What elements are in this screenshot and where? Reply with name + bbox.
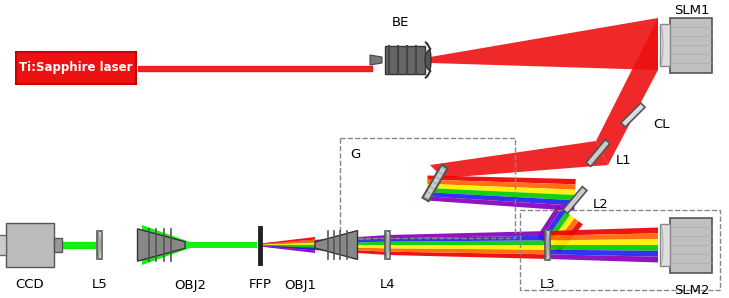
Text: L2: L2	[593, 198, 609, 212]
Text: FFP: FFP	[249, 279, 271, 291]
Polygon shape	[563, 187, 587, 213]
Polygon shape	[548, 215, 574, 248]
Polygon shape	[426, 192, 574, 206]
Polygon shape	[545, 230, 550, 260]
Polygon shape	[621, 103, 645, 127]
Polygon shape	[430, 18, 658, 70]
Polygon shape	[548, 227, 658, 236]
Polygon shape	[540, 209, 566, 242]
Polygon shape	[423, 165, 448, 201]
Polygon shape	[427, 176, 576, 184]
Polygon shape	[388, 252, 548, 259]
Polygon shape	[98, 231, 103, 259]
Polygon shape	[586, 139, 610, 166]
Polygon shape	[545, 212, 570, 245]
Bar	[670, 18, 712, 72]
Text: L4: L4	[381, 279, 396, 291]
Text: CL: CL	[653, 119, 669, 131]
Bar	[660, 24, 670, 66]
Bar	[670, 218, 712, 272]
Polygon shape	[260, 235, 388, 244]
Polygon shape	[427, 184, 575, 195]
Polygon shape	[388, 240, 548, 245]
Bar	[6, 223, 54, 267]
Text: L5: L5	[92, 279, 108, 291]
Polygon shape	[388, 231, 548, 238]
Text: L1: L1	[616, 154, 632, 167]
Polygon shape	[555, 221, 583, 253]
Polygon shape	[388, 245, 548, 250]
Polygon shape	[388, 236, 548, 242]
Polygon shape	[596, 18, 658, 165]
Text: SLM2: SLM2	[674, 283, 710, 297]
Polygon shape	[386, 231, 391, 259]
Text: Ti:Sapphire laser: Ti:Sapphire laser	[19, 61, 133, 74]
Polygon shape	[548, 250, 658, 257]
Text: L3: L3	[540, 279, 556, 291]
Text: OBJ1: OBJ1	[284, 279, 316, 291]
Polygon shape	[260, 245, 388, 248]
Polygon shape	[190, 242, 257, 248]
Polygon shape	[548, 245, 658, 251]
Polygon shape	[425, 42, 431, 78]
Polygon shape	[260, 242, 388, 245]
Polygon shape	[537, 206, 561, 240]
Text: BE: BE	[391, 15, 409, 29]
Polygon shape	[370, 55, 382, 65]
Polygon shape	[315, 231, 357, 260]
Bar	[16, 52, 136, 84]
Polygon shape	[426, 188, 575, 200]
Polygon shape	[427, 180, 575, 190]
Polygon shape	[548, 254, 658, 263]
Polygon shape	[260, 242, 315, 245]
Text: G: G	[350, 148, 360, 161]
Polygon shape	[260, 246, 388, 255]
Bar	[54, 238, 62, 252]
Polygon shape	[548, 239, 658, 245]
Text: SLM1: SLM1	[674, 4, 710, 16]
Polygon shape	[260, 246, 315, 253]
Bar	[660, 224, 670, 266]
Text: OBJ2: OBJ2	[174, 279, 206, 291]
Polygon shape	[142, 225, 190, 265]
Polygon shape	[548, 233, 658, 240]
Bar	[340, 138, 515, 238]
Polygon shape	[138, 229, 185, 261]
Polygon shape	[552, 218, 579, 251]
Polygon shape	[260, 237, 315, 244]
Polygon shape	[260, 245, 315, 248]
Polygon shape	[388, 248, 548, 254]
Polygon shape	[430, 141, 608, 178]
Bar	[385, 46, 425, 74]
Polygon shape	[260, 246, 315, 250]
Bar	[0, 235, 6, 255]
Polygon shape	[260, 238, 388, 244]
Bar	[520, 210, 720, 290]
Polygon shape	[260, 240, 315, 244]
Polygon shape	[426, 196, 574, 211]
Text: CCD: CCD	[16, 279, 44, 291]
Polygon shape	[260, 246, 388, 252]
